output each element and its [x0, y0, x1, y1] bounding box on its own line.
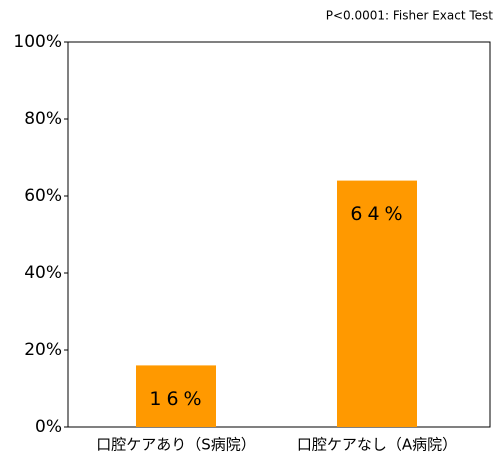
y-tick-label: 80% [24, 109, 62, 129]
annotation: P<0.0001: Fisher Exact Test [326, 9, 494, 23]
value-label: 16% [149, 388, 206, 410]
y-tick-label: 60% [24, 186, 62, 206]
x-tick-label: 口腔ケアなし（A病院） [297, 436, 457, 454]
x-tick-label: 口腔ケアあり（S病院） [96, 436, 256, 454]
bar [136, 365, 216, 427]
y-tick-label: 0% [35, 417, 62, 437]
y-tick-label: 100% [13, 32, 62, 52]
y-tick-label: 40% [24, 263, 62, 283]
value-label: 64% [350, 203, 407, 225]
y-tick-label: 20% [24, 340, 62, 360]
plot-frame [67, 41, 491, 428]
bar [337, 180, 417, 427]
